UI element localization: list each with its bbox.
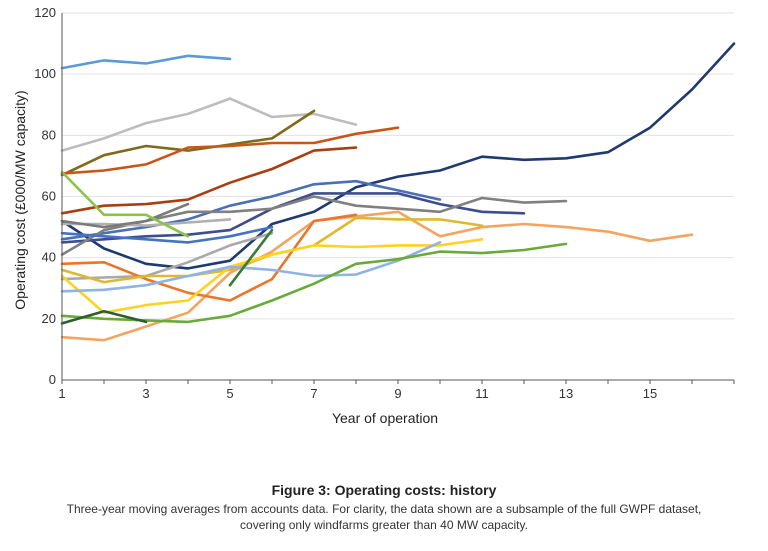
- y-tick-label: 0: [49, 372, 56, 387]
- series-line-14: [60, 170, 190, 238]
- x-tick-label: 11: [475, 386, 489, 401]
- figure-caption-line-2: covering only windfarms greater than 40 …: [240, 518, 528, 532]
- series-line-8: [60, 192, 526, 244]
- series-line-13: [60, 225, 274, 244]
- y-axis-title: Operating cost (£000/MW capacity): [12, 90, 28, 309]
- y-tick-label: 20: [42, 311, 56, 326]
- series-line-15: [60, 210, 694, 342]
- series-line-12: [60, 202, 190, 229]
- x-tick-label: 3: [142, 386, 149, 401]
- axes: [61, 13, 735, 384]
- x-tick-label: 1: [58, 386, 65, 401]
- series-line-5: [60, 146, 358, 215]
- y-tick-label: 80: [42, 127, 56, 142]
- figure-caption-text: Three-year moving averages from accounts…: [0, 501, 768, 533]
- series-line-18: [60, 238, 484, 315]
- x-tick-label: 9: [394, 386, 401, 401]
- x-axis-title: Year of operation: [332, 410, 438, 426]
- figure-caption-line-1: Three-year moving averages from accounts…: [66, 502, 702, 516]
- y-tick-label: 40: [42, 250, 56, 265]
- series-line-4: [60, 126, 400, 175]
- y-tick-label: 60: [42, 189, 56, 204]
- x-tick-label: 7: [310, 386, 317, 401]
- x-tick-label: 15: [643, 386, 657, 401]
- gridlines: [62, 12, 734, 320]
- series-line-20: [60, 242, 568, 324]
- x-tick-label: 13: [559, 386, 573, 401]
- y-tick-label: 120: [34, 5, 56, 20]
- series-line-11: [60, 231, 274, 281]
- series-line-3: [60, 109, 316, 177]
- y-tick-label: 100: [34, 66, 56, 81]
- series-line-22: [228, 228, 274, 287]
- series-line-16: [60, 213, 358, 302]
- series-lines: [60, 42, 736, 342]
- figure-caption-title: Figure 3: Operating costs: history: [271, 482, 497, 498]
- series-line-1: [60, 54, 232, 70]
- series-line-21: [60, 309, 148, 325]
- series-line-19: [60, 241, 442, 293]
- series-line-7: [60, 179, 442, 241]
- x-tick-label: 5: [226, 386, 233, 401]
